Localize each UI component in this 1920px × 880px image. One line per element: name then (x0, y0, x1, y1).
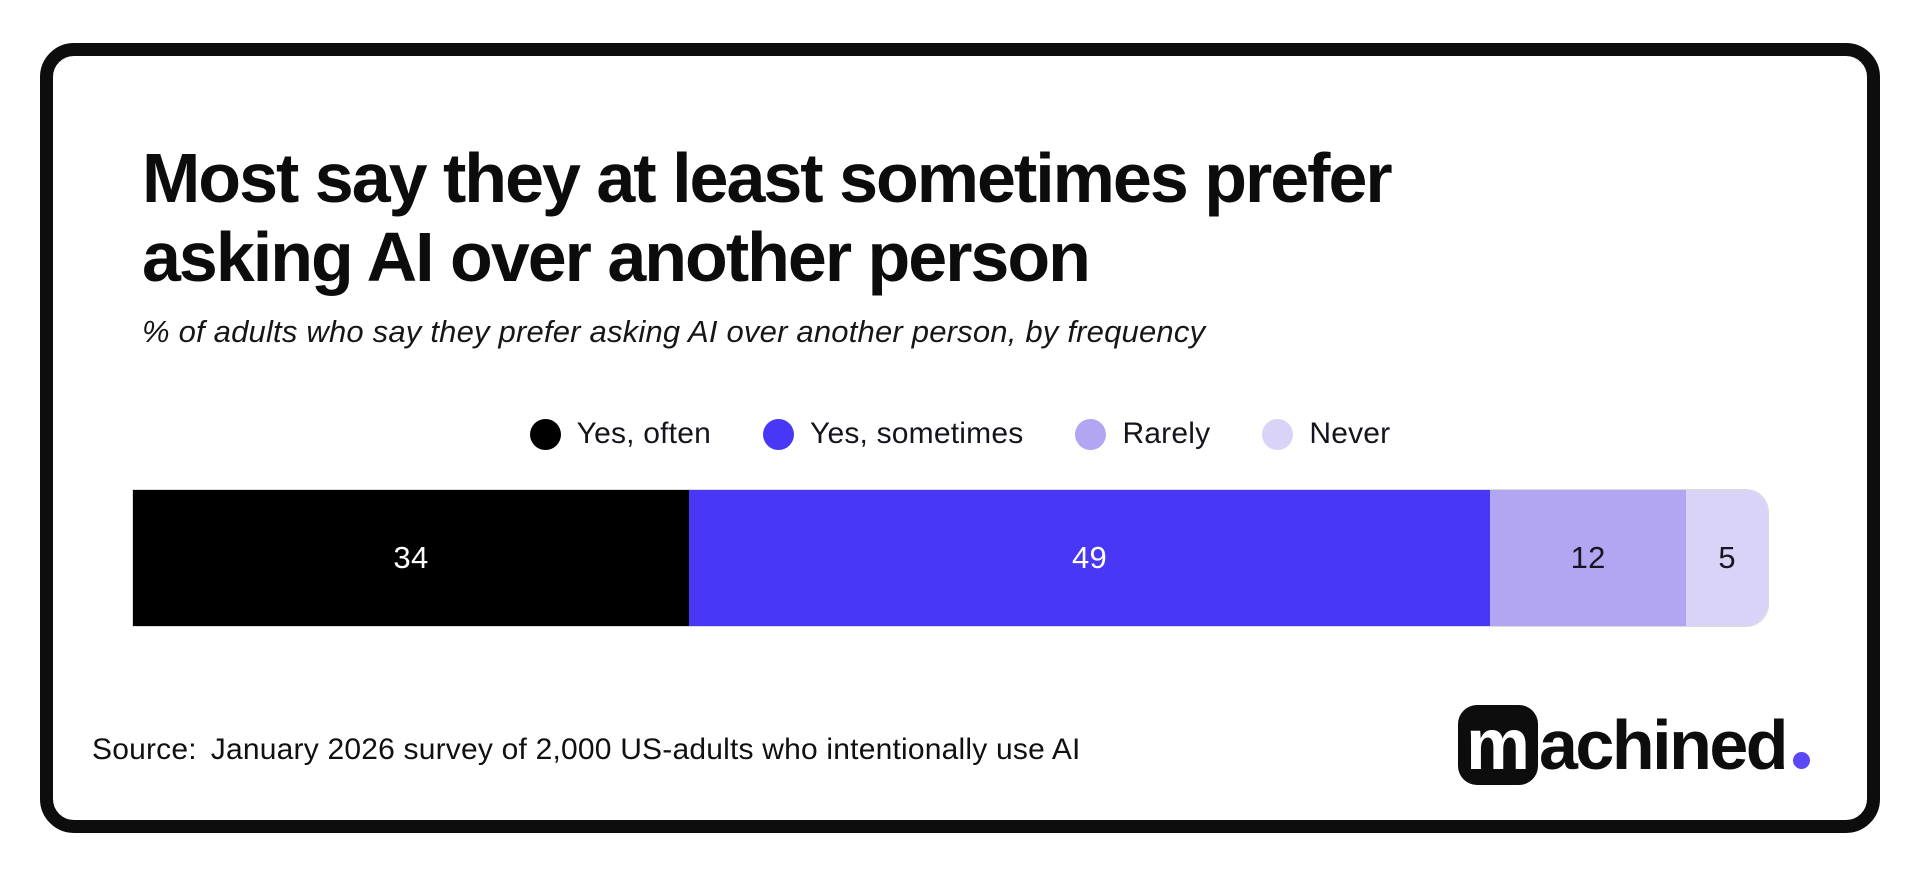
chart-title-line2: asking AI over another person (142, 217, 1091, 296)
legend-swatch-icon (529, 418, 561, 450)
legend: Yes, often Yes, sometimes Rarely Never (53, 417, 1867, 451)
stacked-bar: 34 49 12 5 (133, 490, 1768, 626)
chart-card: Most say they at least sometimes prefer … (40, 43, 1880, 833)
legend-item-label: Rarely (1122, 417, 1211, 450)
legend-swatch-icon (1262, 418, 1294, 450)
source-text: January 2026 survey of 2,000 US-adults w… (210, 733, 1081, 766)
logo-period-dot-icon (1793, 752, 1811, 769)
chart-title-line1: Most say they at least sometimes prefer (142, 138, 1393, 217)
bar-segment-value-label: 34 (393, 540, 429, 575)
logo-mark-icon: m (1458, 705, 1538, 785)
brand-logo: m achined (1458, 705, 1811, 785)
legend-item: Rarely (1075, 417, 1210, 451)
legend-item-label: Yes, sometimes (809, 417, 1024, 450)
logo-wordmark: achined (1539, 706, 1789, 784)
bar-segment-value-label: 5 (1718, 540, 1736, 575)
legend-swatch-icon (1075, 418, 1107, 450)
logo-mark-letter: m (1465, 705, 1531, 785)
bar-segment-value-label: 12 (1570, 540, 1606, 575)
bar-segment: 5 (1686, 490, 1768, 626)
legend-item: Yes, often (529, 417, 711, 451)
chart-subtitle: % of adults who say they prefer asking A… (142, 314, 1206, 349)
bar-segment: 12 (1490, 490, 1687, 626)
chart-title: Most say they at least sometimes prefer … (142, 138, 1393, 297)
legend-item: Never (1262, 417, 1390, 451)
bar-segment: 34 (133, 490, 689, 626)
source-note: Source: January 2026 survey of 2,000 US-a… (92, 733, 1081, 767)
bar-segment-value-label: 49 (1071, 540, 1108, 575)
legend-swatch-icon (762, 418, 794, 450)
legend-item-label: Never (1309, 417, 1391, 450)
legend-item-label: Yes, often (576, 417, 711, 450)
source-label: Source: (92, 733, 197, 766)
legend-item: Yes, sometimes (762, 417, 1024, 451)
bar-segment: 49 (688, 490, 1491, 626)
